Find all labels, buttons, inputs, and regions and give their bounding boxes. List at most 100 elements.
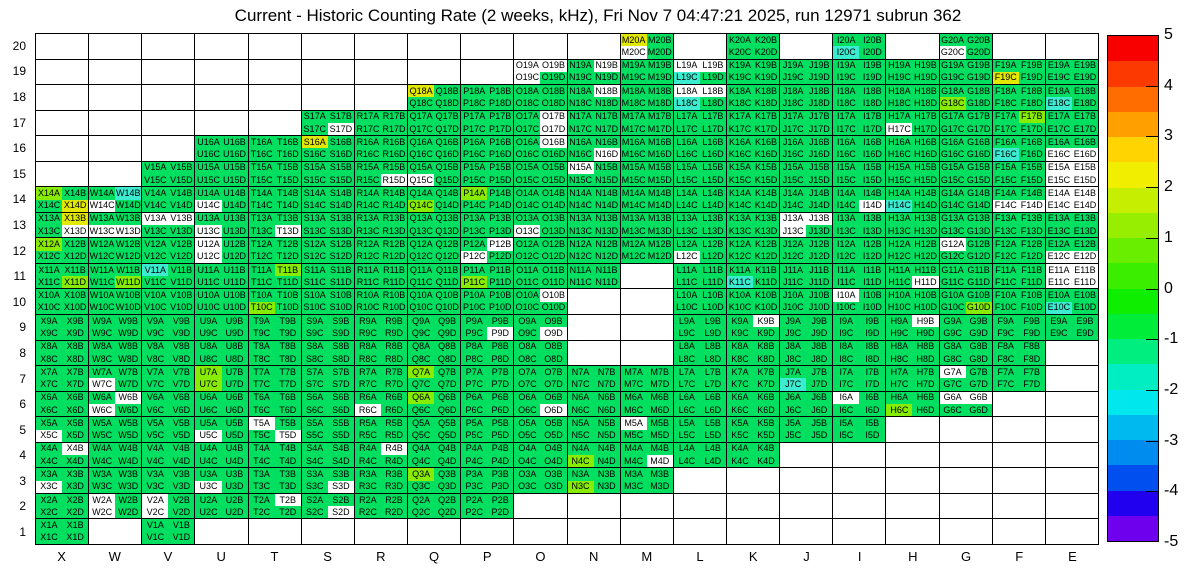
grid-cell: I18A I18B I18C I18D — [833, 85, 887, 111]
x-axis-tick-label: R — [376, 549, 386, 564]
grid-subcell: P7D — [487, 378, 514, 391]
grid-subcell: V4B — [168, 442, 195, 456]
grid-cell: K16A K16B K16C K16D — [726, 136, 781, 162]
grid-subcell: N11D — [593, 276, 620, 289]
grid-subcell: G9B — [965, 315, 992, 328]
grid-cell: S6A S6B S6C S6D — [301, 391, 355, 418]
grid-subcell: K13A — [726, 212, 754, 226]
grid-subcell: V6A — [142, 391, 169, 404]
grid-subcell: L18C — [673, 97, 700, 110]
grid-subcell: U3C — [195, 480, 222, 493]
grid-subcell: N4C — [567, 455, 594, 468]
grid-cell: U4A U4B U4C U4D — [195, 442, 249, 469]
grid-subcell: I6C — [833, 403, 860, 417]
grid-subcell: L9B — [699, 315, 726, 328]
grid-cell: K17A K17B K17C K17D — [726, 110, 781, 137]
grid-subcell: L17B — [699, 110, 726, 123]
grid-cell: T5A T5B T5C T5D — [248, 417, 302, 443]
grid-subcell: V15C — [142, 174, 169, 187]
grid-subcell: R17A — [354, 110, 381, 123]
grid-subcell: R2B — [380, 493, 408, 507]
grid-subcell: H19A — [886, 59, 913, 72]
grid-subcell: T3B — [274, 468, 301, 481]
grid-subcell: Q5D — [434, 429, 461, 442]
grid-subcell: R10C — [354, 301, 381, 315]
grid-subcell: J17B — [806, 110, 833, 123]
grid-subcell: I13B — [859, 212, 886, 226]
grid-cell: J7A J7B J7C J7D — [780, 366, 834, 392]
grid-subcell: N13D — [593, 225, 620, 238]
grid-cell — [620, 493, 674, 520]
grid-subcell: Q10D — [434, 301, 461, 315]
y-axis-tick-label: 3 — [19, 473, 26, 488]
grid-cell — [673, 34, 727, 60]
grid-subcell: Q16C — [408, 148, 435, 161]
grid-subcell: S6B — [327, 391, 354, 404]
grid-cell: J10A J10B J10C J10D — [780, 289, 834, 316]
grid-subcell: L12A — [673, 238, 700, 251]
grid-subcell: N16B — [593, 136, 620, 149]
grid-subcell: V5B — [168, 417, 195, 430]
x-axis-tick-label: O — [535, 549, 546, 564]
grid-subcell: O15A — [514, 161, 541, 175]
grid-subcell: O11D — [540, 276, 567, 289]
grid-cell: E11A E11B E11C E11D — [1045, 263, 1099, 290]
grid-cell: G20A G20B G20C G20D — [939, 34, 993, 60]
grid-cell: U8A U8B U8C U8D — [195, 340, 249, 367]
grid-subcell: G15B — [965, 161, 992, 175]
grid-cell: I15A I15B I15C I15D — [833, 161, 887, 188]
grid-cell: S16A S16B S16C S16D — [301, 136, 355, 162]
grid-subcell: T4D — [274, 455, 301, 468]
grid-subcell: T8B — [274, 340, 301, 353]
grid-subcell: J13B — [806, 212, 833, 226]
grid-subcell: W5C — [89, 429, 116, 442]
grid-subcell: E17D — [1071, 122, 1098, 136]
grid-subcell: M18C — [620, 97, 647, 110]
grid-subcell: T4C — [248, 455, 275, 468]
grid-subcell: T5B — [274, 417, 301, 430]
y-axis-tick-label: 20 — [12, 38, 26, 53]
grid-cell — [89, 519, 143, 545]
grid-subcell: J17C — [780, 122, 807, 136]
grid-subcell: V10B — [168, 289, 195, 302]
grid-subcell: M19D — [646, 71, 673, 85]
grid-cell: U5A U5B U5C U5D — [195, 417, 249, 443]
grid-cell — [36, 59, 90, 86]
grid-cell: L16A L16B L16C L16D — [673, 136, 727, 162]
grid-subcell: O4D — [540, 455, 567, 468]
grid-subcell: V4D — [168, 455, 195, 468]
grid-subcell: V11D — [168, 276, 195, 289]
grid-cell: P8A P8B P8C P8D — [461, 340, 515, 367]
grid-subcell: R2C — [354, 506, 381, 519]
grid-subcell: L13B — [699, 212, 726, 226]
grid-subcell: S11C — [301, 276, 328, 289]
grid-cell: J6A J6B J6C J6D — [780, 391, 834, 418]
grid-subcell: M17A — [620, 110, 647, 123]
grid-subcell: K9B — [753, 315, 780, 328]
grid-cell — [248, 519, 302, 545]
grid-subcell: H12B — [912, 238, 939, 251]
grid-subcell: E15A — [1045, 161, 1072, 175]
grid-subcell: V15D — [168, 174, 195, 187]
grid-subcell: O13A — [514, 212, 541, 226]
grid-cell: L8A L8B L8C L8D — [673, 340, 727, 367]
grid-subcell: Q5B — [434, 417, 461, 430]
grid-cell: F9A F9B F9C F9D — [992, 315, 1046, 341]
grid-subcell: N3D — [593, 480, 620, 493]
grid-cell — [673, 519, 727, 545]
grid-subcell: T2D — [274, 506, 301, 519]
grid-subcell: I16A — [833, 136, 860, 149]
x-axis-tick-label: M — [641, 549, 653, 564]
grid-subcell: T9C — [248, 327, 275, 340]
grid-subcell: X10A — [36, 289, 63, 302]
grid-cell — [408, 519, 462, 545]
grid-subcell: U6A — [195, 391, 222, 404]
grid-subcell: N12A — [567, 238, 594, 251]
grid-subcell: G11C — [939, 276, 966, 289]
grid-subcell: F8A — [992, 340, 1019, 353]
grid-cell: R14A R14B R14C R14D — [354, 187, 409, 213]
grid-subcell: L16B — [699, 136, 726, 149]
grid-subcell: G14D — [965, 199, 992, 212]
grid-subcell: E13D — [1071, 225, 1098, 238]
grid-subcell: K10A — [726, 289, 754, 302]
